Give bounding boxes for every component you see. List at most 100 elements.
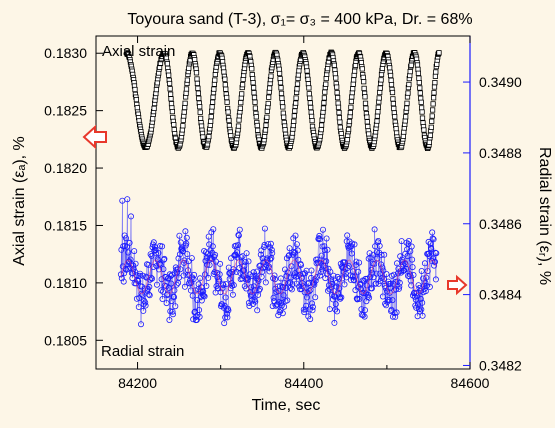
radial-strain-point [433, 250, 440, 257]
radial-strain-point [317, 272, 324, 279]
axial-strain-point [279, 95, 285, 101]
radial-strain-point [431, 258, 438, 265]
radial-strain-point [373, 249, 380, 256]
radial-strain-point [242, 258, 249, 265]
axial-strain-point [350, 81, 356, 87]
axial-strain-point [403, 114, 409, 120]
radial-strain-point [386, 297, 393, 304]
radial-strain-point [409, 264, 416, 271]
radial-strain-point [430, 255, 437, 262]
radial-strain-point [170, 293, 177, 300]
radial-strain-point [260, 244, 267, 251]
axial-strain-point [224, 94, 230, 101]
axial-strain-point [169, 109, 175, 115]
radial-strain-point [285, 252, 292, 259]
radial-strain-point [159, 243, 166, 250]
axial-strain-point [387, 65, 393, 71]
radial-strain-point [241, 262, 248, 269]
axial-strain-point [134, 105, 140, 111]
axial-strain-point [334, 95, 341, 101]
axial-strain-point [236, 117, 242, 123]
axial-strain-point [200, 134, 206, 140]
radial-strain-point [224, 314, 231, 321]
axial-strain-point [151, 105, 157, 111]
radial-strain-point [279, 310, 286, 317]
axial-strain-point [389, 89, 396, 96]
radial-strain-point [432, 276, 439, 283]
axial-strain-point [264, 114, 270, 120]
axial-strain-point [164, 61, 170, 67]
radial-strain-point [312, 294, 319, 301]
radial-strain-point [286, 252, 293, 259]
axial-strain-point [195, 85, 201, 91]
axial-strain-point [392, 114, 398, 120]
axial-strain-point [430, 101, 436, 107]
radial-strain-point [321, 243, 328, 250]
axial-strain-point [166, 72, 172, 78]
radial-strain-point [243, 250, 250, 257]
axial-strain-point [197, 109, 203, 115]
axial-strain-point [404, 100, 410, 106]
radial-strain-point [153, 281, 160, 288]
radial-strain-point [208, 229, 215, 236]
radial-strain-point [416, 308, 423, 315]
radial-strain-point [175, 255, 182, 262]
radial-strain-point [309, 303, 316, 310]
radial-strain-point [281, 303, 288, 310]
radial-strain-point [268, 246, 275, 253]
radial-strain-point [249, 273, 256, 280]
radial-strain-point [135, 303, 142, 310]
axial-strain-point [405, 90, 411, 96]
y-right-tick-label: 0.3490 [479, 74, 522, 90]
radial-strain-point [252, 298, 259, 305]
radial-strain-point [167, 272, 174, 279]
radial-strain-point [191, 271, 198, 278]
radial-strain-point [206, 241, 213, 248]
radial-strain-point [380, 267, 387, 274]
axial-strain-point [306, 85, 312, 91]
radial-strain-point [146, 292, 153, 299]
radial-strain-point [347, 276, 354, 283]
radial-strain-point [293, 241, 300, 248]
axial-strain-point [239, 91, 245, 97]
radial-strain-point [267, 240, 274, 247]
radial-strain-point [176, 232, 183, 239]
radial-strain-point [178, 246, 185, 253]
radial-strain-point [145, 261, 152, 268]
axial-strain-point [291, 118, 297, 124]
radial-strain-point [131, 248, 138, 255]
y-left-tick-label: 0.1810 [44, 275, 87, 291]
radial-strain-point [249, 297, 256, 304]
radial-strain-point [324, 287, 331, 294]
radial-strain-point [203, 282, 210, 289]
axial-strain-point [225, 109, 231, 115]
axial-strain-point [226, 117, 232, 124]
radial-strain-point [388, 272, 395, 279]
axial-strain-point [280, 104, 286, 110]
radial-strain-point [315, 235, 322, 242]
axial-strain-point [346, 118, 353, 125]
radial-strain-point [222, 314, 229, 321]
radial-strain-point [351, 273, 358, 280]
radial-strain-point [157, 261, 164, 268]
axial-strain-point [388, 77, 394, 83]
axial-strain-point [251, 90, 257, 96]
axial-strain-point [167, 86, 173, 92]
axial-strain-point [408, 62, 414, 68]
axial-strain-point [293, 100, 299, 106]
axial-strain-point [321, 100, 327, 106]
axial-strain-point [414, 62, 421, 68]
axial-strain-point [250, 85, 257, 91]
radial-strain-point [308, 274, 315, 281]
axial-strain-point [197, 115, 204, 121]
radial-strain-point [146, 283, 153, 290]
axial-strain-point [212, 71, 218, 78]
radial-strain-point [255, 277, 262, 284]
radial-strain-point [170, 294, 177, 301]
radial-strain-point [423, 274, 430, 281]
radial-strain-point [353, 258, 360, 265]
radial-strain-point [284, 297, 291, 304]
radial-strain-point [204, 261, 211, 268]
radial-strain-point [366, 294, 373, 301]
axial-strain-point [211, 86, 217, 92]
